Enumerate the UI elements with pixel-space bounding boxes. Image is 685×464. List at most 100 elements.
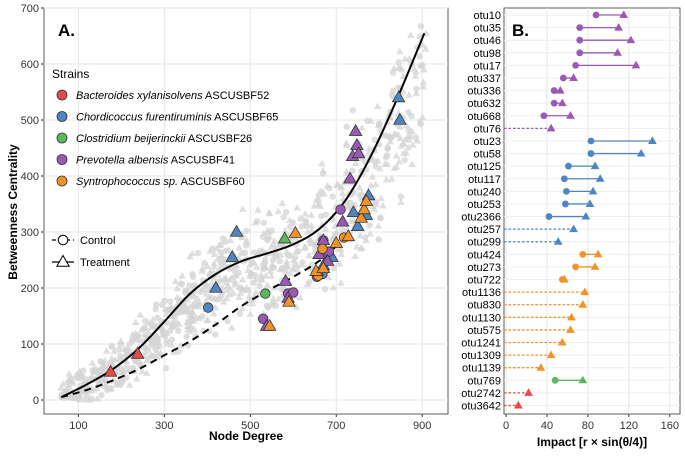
background-point	[153, 334, 162, 341]
background-point	[292, 303, 300, 310]
background-point	[307, 221, 315, 229]
row-label: otu668	[467, 111, 501, 123]
row-label: otu299	[467, 237, 501, 249]
background-point	[102, 347, 111, 354]
shape-legend-triangle	[55, 254, 71, 267]
background-point	[193, 294, 202, 302]
background-point	[382, 175, 391, 183]
background-point	[331, 230, 339, 238]
background-point	[260, 219, 268, 227]
background-point	[295, 248, 302, 255]
background-point	[417, 121, 425, 128]
background-point	[401, 156, 408, 164]
background-point	[334, 244, 343, 252]
background-point	[410, 65, 418, 72]
treatment-marker	[588, 186, 598, 195]
y-tick-label: 700	[21, 3, 39, 15]
background-point	[219, 298, 228, 305]
row-label: otu2366	[461, 212, 501, 224]
background-point	[156, 349, 165, 356]
row-label: otu125	[467, 161, 501, 173]
background-point	[67, 374, 74, 382]
background-point	[191, 302, 200, 309]
background-point	[390, 130, 399, 137]
background-point	[245, 260, 254, 268]
background-point	[183, 322, 192, 330]
background-point	[335, 259, 344, 267]
background-point	[210, 262, 218, 270]
treatment-marker	[513, 400, 523, 409]
treatment-point	[103, 364, 118, 377]
legend-label: Clostridium beijerinckii ASCUSBF26	[76, 133, 252, 145]
background-point	[355, 184, 364, 191]
background-point	[362, 236, 370, 244]
background-point	[98, 392, 105, 399]
background-point	[397, 65, 406, 73]
row-label: otu46	[473, 35, 501, 47]
row-label: otu1136	[462, 287, 501, 299]
background-point	[358, 189, 366, 197]
background-point	[374, 221, 383, 229]
background-point	[321, 225, 330, 232]
background-point	[173, 293, 182, 301]
background-point	[175, 348, 182, 355]
background-point	[329, 283, 338, 291]
background-point	[267, 272, 275, 279]
control-point	[335, 204, 346, 215]
background-point	[107, 385, 114, 392]
background-point	[141, 324, 148, 332]
treatment-marker	[569, 224, 578, 233]
y-tick-label: 400	[21, 171, 39, 183]
background-point	[318, 159, 326, 167]
control-dot	[545, 213, 553, 220]
background-point	[390, 164, 399, 172]
background-point	[171, 322, 180, 330]
panel-b-axes: 0 40 80 120 160otu10otu35otu46otu98otu17otu3…	[461, 10, 679, 432]
treatment-point	[357, 202, 372, 215]
background-point	[330, 264, 338, 272]
background-point	[172, 308, 181, 315]
background-point	[166, 327, 173, 335]
control-fit-line	[60, 231, 346, 399]
background-point	[142, 356, 151, 364]
background-point	[269, 294, 278, 302]
control-dot	[561, 200, 569, 208]
background-point	[314, 200, 323, 208]
y-tick-label: 300	[21, 227, 39, 239]
background-point	[338, 226, 346, 234]
background-point	[307, 236, 315, 244]
background-point	[306, 278, 313, 286]
background-point	[402, 121, 411, 129]
y-tick-label: 200	[21, 283, 39, 295]
background-point	[257, 270, 265, 278]
background-point	[189, 271, 196, 278]
treatment-marker	[536, 363, 546, 371]
background-point	[371, 180, 380, 188]
background-point	[148, 316, 157, 323]
background-point	[110, 376, 119, 384]
background-point	[173, 284, 182, 292]
background-point	[202, 297, 210, 304]
background-point	[377, 214, 384, 222]
row-label: otu3642	[461, 401, 501, 413]
background-point	[324, 273, 333, 281]
treatment-point	[341, 229, 356, 242]
background-point	[246, 272, 254, 280]
treatment-point	[277, 231, 292, 244]
background-point	[125, 381, 134, 388]
background-point	[349, 107, 357, 114]
row-label: otu424	[467, 249, 501, 261]
background-point	[142, 369, 151, 376]
row-label: otu1241	[461, 338, 501, 350]
treatment-marker	[578, 375, 588, 384]
background-point	[281, 226, 290, 234]
background-point	[194, 249, 202, 257]
background-point	[265, 208, 274, 216]
background-point	[222, 275, 230, 282]
treatment-marker	[569, 73, 578, 81]
background-point	[178, 271, 186, 279]
y-axis-title: Betweenness Centrality	[6, 144, 20, 280]
background-point	[372, 163, 379, 170]
background-point	[96, 375, 105, 382]
background-point	[297, 215, 304, 222]
